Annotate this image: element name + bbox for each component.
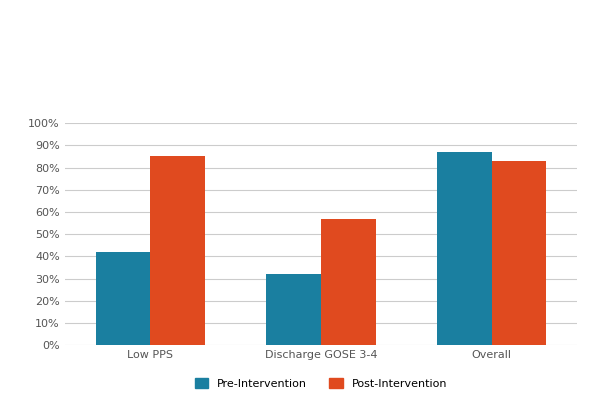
Bar [492, 161, 547, 345]
Bar [95, 252, 150, 345]
Bar [150, 156, 205, 345]
Text: Figure 2: Proportion of Goals of Care Conversation Pre- and Post-Implementation
: Figure 2: Proportion of Goals of Care Co… [12, 25, 562, 72]
Bar [437, 152, 492, 345]
Bar [266, 274, 321, 345]
Legend: Pre-Intervention, Post-Intervention: Pre-Intervention, Post-Intervention [195, 378, 447, 389]
Bar [321, 219, 376, 345]
